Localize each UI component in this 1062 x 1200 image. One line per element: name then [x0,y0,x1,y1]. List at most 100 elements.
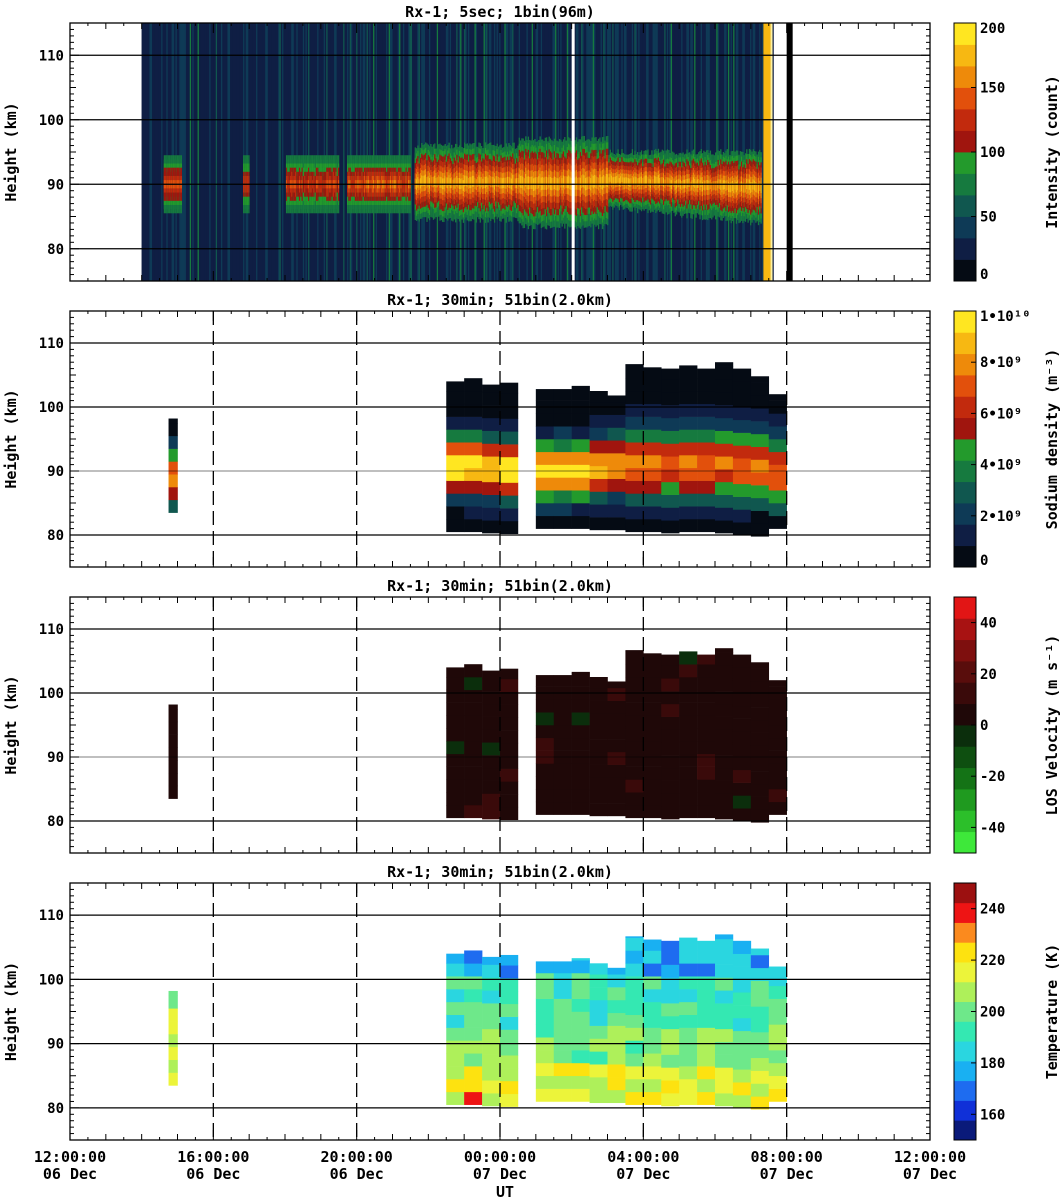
heatmap-cell [171,23,174,281]
y-ticks [70,310,930,568]
heatmap-cell [679,702,698,716]
heatmap-cell [661,703,680,717]
heatmap-cell [646,175,648,184]
heatmap-cell [681,23,683,281]
heatmap-cell [625,779,644,793]
heatmap-cell [454,177,457,189]
heatmap-cell [230,23,232,281]
heatmap-cell [464,493,483,507]
heatmap-cell [732,1030,752,1044]
colorbar-swatch [954,503,976,525]
heatmap-cell [535,737,555,751]
heatmap-cell [768,712,787,726]
heatmap-cell [732,979,752,993]
heatmap-cell [742,182,744,193]
heatmap-cell [607,401,626,415]
heatmap-cell [500,965,519,979]
heatmap-cell [241,23,244,281]
heatmap-cell [553,961,572,974]
heatmap-cell [168,461,178,475]
heatmap-cell [436,177,439,188]
heatmap-cell [625,1066,644,1080]
heatmap-cell [589,1089,608,1104]
heatmap-cell [446,976,465,990]
heatmap-cell [661,1080,680,1094]
heatmap-cell [482,1028,501,1042]
heatmap-cell [396,23,399,281]
heatmap-cell [402,23,405,281]
heatmap-cell [589,504,608,518]
heatmap-cell [747,23,750,281]
colorbar-swatch [954,942,976,963]
heatmap-cell [367,23,370,281]
heatmap-cell [464,741,483,755]
heatmap-cell [679,455,698,469]
heatmap-cell [643,467,662,481]
panel-title: Rx-1; 5sec; 1bin(96m) [405,3,595,21]
heatmap-cell [625,23,627,281]
heatmap-cell [444,175,447,187]
heatmap-cell [643,1027,662,1041]
grid-lines [70,597,930,853]
heatmap-cell [274,23,276,281]
heatmap-cell [698,178,700,188]
heatmap-cell [518,174,521,187]
heatmap-cell [636,23,639,281]
heatmap-cell [512,174,514,186]
heatmap-cell [482,494,501,508]
heatmap-cell [278,23,280,281]
heatmap-cell [539,173,542,187]
heatmap-cell [500,806,519,821]
heatmap-cell [661,691,680,705]
heatmap-cell [464,506,483,520]
heatmap-cell [439,176,441,188]
heatmap-cell [464,715,483,729]
colorbar-swatch [954,44,976,67]
heatmap-cell [464,766,483,780]
heatmap-cell [625,651,644,665]
heatmap-cell [750,948,770,956]
heatmap-cell [446,442,465,456]
heatmap-cell [750,732,770,746]
heatmap-cell [661,716,680,730]
heatmap-cell [204,23,206,281]
heatmap-cell [732,445,752,459]
heatmap-cell [750,694,770,708]
heatmap-cell [738,184,740,194]
heatmap-cell [464,480,483,494]
heatmap-cell [328,23,331,281]
colorbar-label: Sodium density (m⁻³) [1043,349,1061,530]
heatmap-cell [516,178,518,189]
heatmap-cell [607,174,609,187]
x-axis-label: UT [496,1183,514,1200]
heatmap-cell [605,173,608,187]
heatmap-cell [589,391,608,403]
heatmap-cell [571,998,590,1012]
heatmap-cell [625,506,644,520]
heatmap-cell [661,806,680,820]
heatmap-cell [643,653,662,665]
heatmap-cell [643,442,662,456]
heatmap-cell [465,175,467,187]
heatmap-cell [613,176,616,185]
colorbar-swatch [954,883,976,904]
heatmap-cell [697,940,716,951]
heatmap-cell [661,507,680,521]
heatmap-cell [682,23,685,281]
heatmap-cell [331,23,334,281]
colorbar-swatch [954,87,976,110]
heatmap-cell [589,677,608,689]
heatmap-cell [674,180,677,190]
heatmap-cell [697,753,716,767]
heatmap-cell [482,806,501,820]
heatmap-cell [630,178,633,187]
heatmap-cell [665,176,668,186]
heatmap-cell [661,767,680,781]
heatmap-cell [571,763,590,777]
heatmap-cell [266,23,269,281]
heatmap-cell [643,493,662,507]
colorbar-swatch [954,597,976,619]
heatmap-cell [732,782,752,796]
heatmap-cell [189,23,192,281]
heatmap-cell [643,728,662,742]
